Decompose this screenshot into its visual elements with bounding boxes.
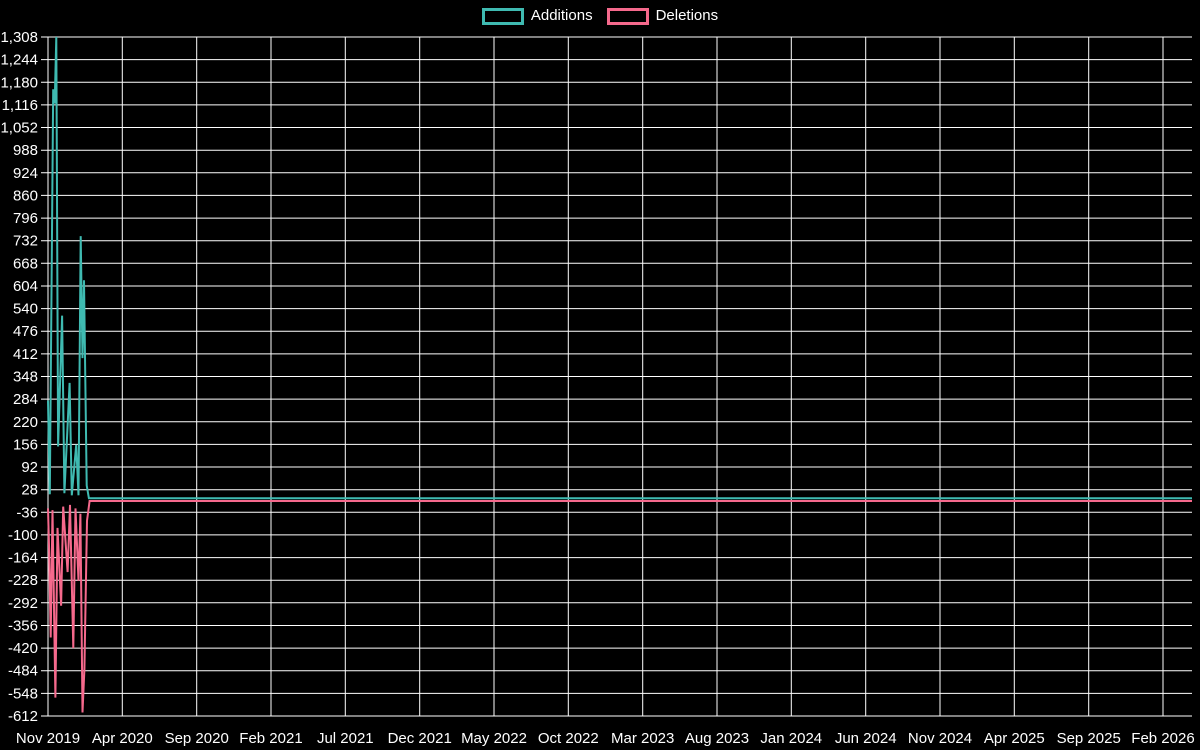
x-axis-tick-label: Apr 2025 [984, 730, 1045, 747]
x-axis-tick-label: Apr 2020 [92, 730, 153, 747]
additions-line [47, 36, 1192, 500]
x-axis-tick-label: Jul 2021 [317, 730, 374, 747]
x-axis-tick-label: Aug 2023 [685, 730, 749, 747]
y-axis-tick-label: 476 [13, 323, 38, 340]
y-axis-tick-label: 412 [13, 346, 38, 363]
x-axis-tick-label: Oct 2022 [538, 730, 599, 747]
x-axis-tick-label: Dec 2021 [388, 730, 452, 747]
y-axis-tick-label: 988 [13, 142, 38, 159]
chart-legend: Additions Deletions [0, 7, 1200, 25]
deletions-swatch-icon [606, 7, 649, 25]
y-axis-tick-label: -356 [8, 618, 38, 635]
x-axis-tick-label: Sep 2025 [1057, 730, 1121, 747]
y-axis-tick-label: 1,116 [2, 97, 38, 114]
y-axis-tick-label: 1,244 [0, 52, 38, 69]
x-axis-tick-label: Feb 2021 [239, 730, 302, 747]
x-axis-tick-label: Nov 2019 [16, 730, 80, 747]
x-axis-tick-label: Mar 2023 [611, 730, 674, 747]
y-axis-tick-label: 28 [21, 482, 38, 499]
y-axis-tick-label: 924 [13, 165, 38, 182]
y-axis-tick-label: 1,308 [0, 29, 38, 46]
x-axis-tick-label: Jun 2024 [835, 730, 897, 747]
y-axis-tick-label: 1,052 [0, 120, 38, 137]
y-axis-tick-label: -420 [8, 640, 38, 657]
legend-item-additions[interactable]: Additions [481, 7, 593, 25]
x-axis-tick-label: Sep 2020 [165, 730, 229, 747]
y-axis-tick-label: 284 [13, 391, 38, 408]
y-axis-tick-label: -36 [16, 504, 38, 521]
y-axis-tick-label: 668 [13, 255, 38, 272]
y-axis-tick-label: 604 [13, 278, 38, 295]
y-axis-tick-label: 348 [13, 369, 38, 386]
x-axis-tick-label: May 2022 [461, 730, 527, 747]
y-axis-tick-label: 220 [13, 414, 38, 431]
y-axis-tick-label: 732 [13, 233, 38, 250]
y-axis-tick-label: 540 [13, 301, 38, 318]
deletions-legend-label: Deletions [655, 7, 719, 24]
y-axis-tick-label: -612 [8, 708, 38, 725]
y-axis-tick-label: 156 [13, 436, 38, 453]
additions-legend-label: Additions [530, 7, 593, 24]
y-axis-tick-label: -292 [8, 595, 38, 612]
additions-swatch-icon [481, 7, 524, 25]
x-axis-tick-label: Jan 2024 [760, 730, 822, 747]
y-axis-tick-label: -484 [8, 663, 38, 680]
y-axis-tick-label: -100 [8, 527, 38, 544]
y-axis-tick-label: -164 [8, 550, 38, 567]
y-axis-tick-label: -228 [8, 572, 38, 589]
y-axis-tick-label: 860 [13, 187, 38, 204]
deletions-line [47, 500, 1192, 713]
y-axis-tick-label: 796 [13, 210, 38, 227]
x-axis-tick-label: Nov 2024 [908, 730, 972, 747]
x-axis-tick-label: Feb 2026 [1131, 730, 1194, 747]
y-axis-tick-label: 1,180 [0, 74, 38, 91]
legend-item-deletions[interactable]: Deletions [606, 7, 719, 25]
y-axis-tick-label: 92 [21, 459, 38, 476]
y-axis-tick-label: -548 [8, 685, 38, 702]
